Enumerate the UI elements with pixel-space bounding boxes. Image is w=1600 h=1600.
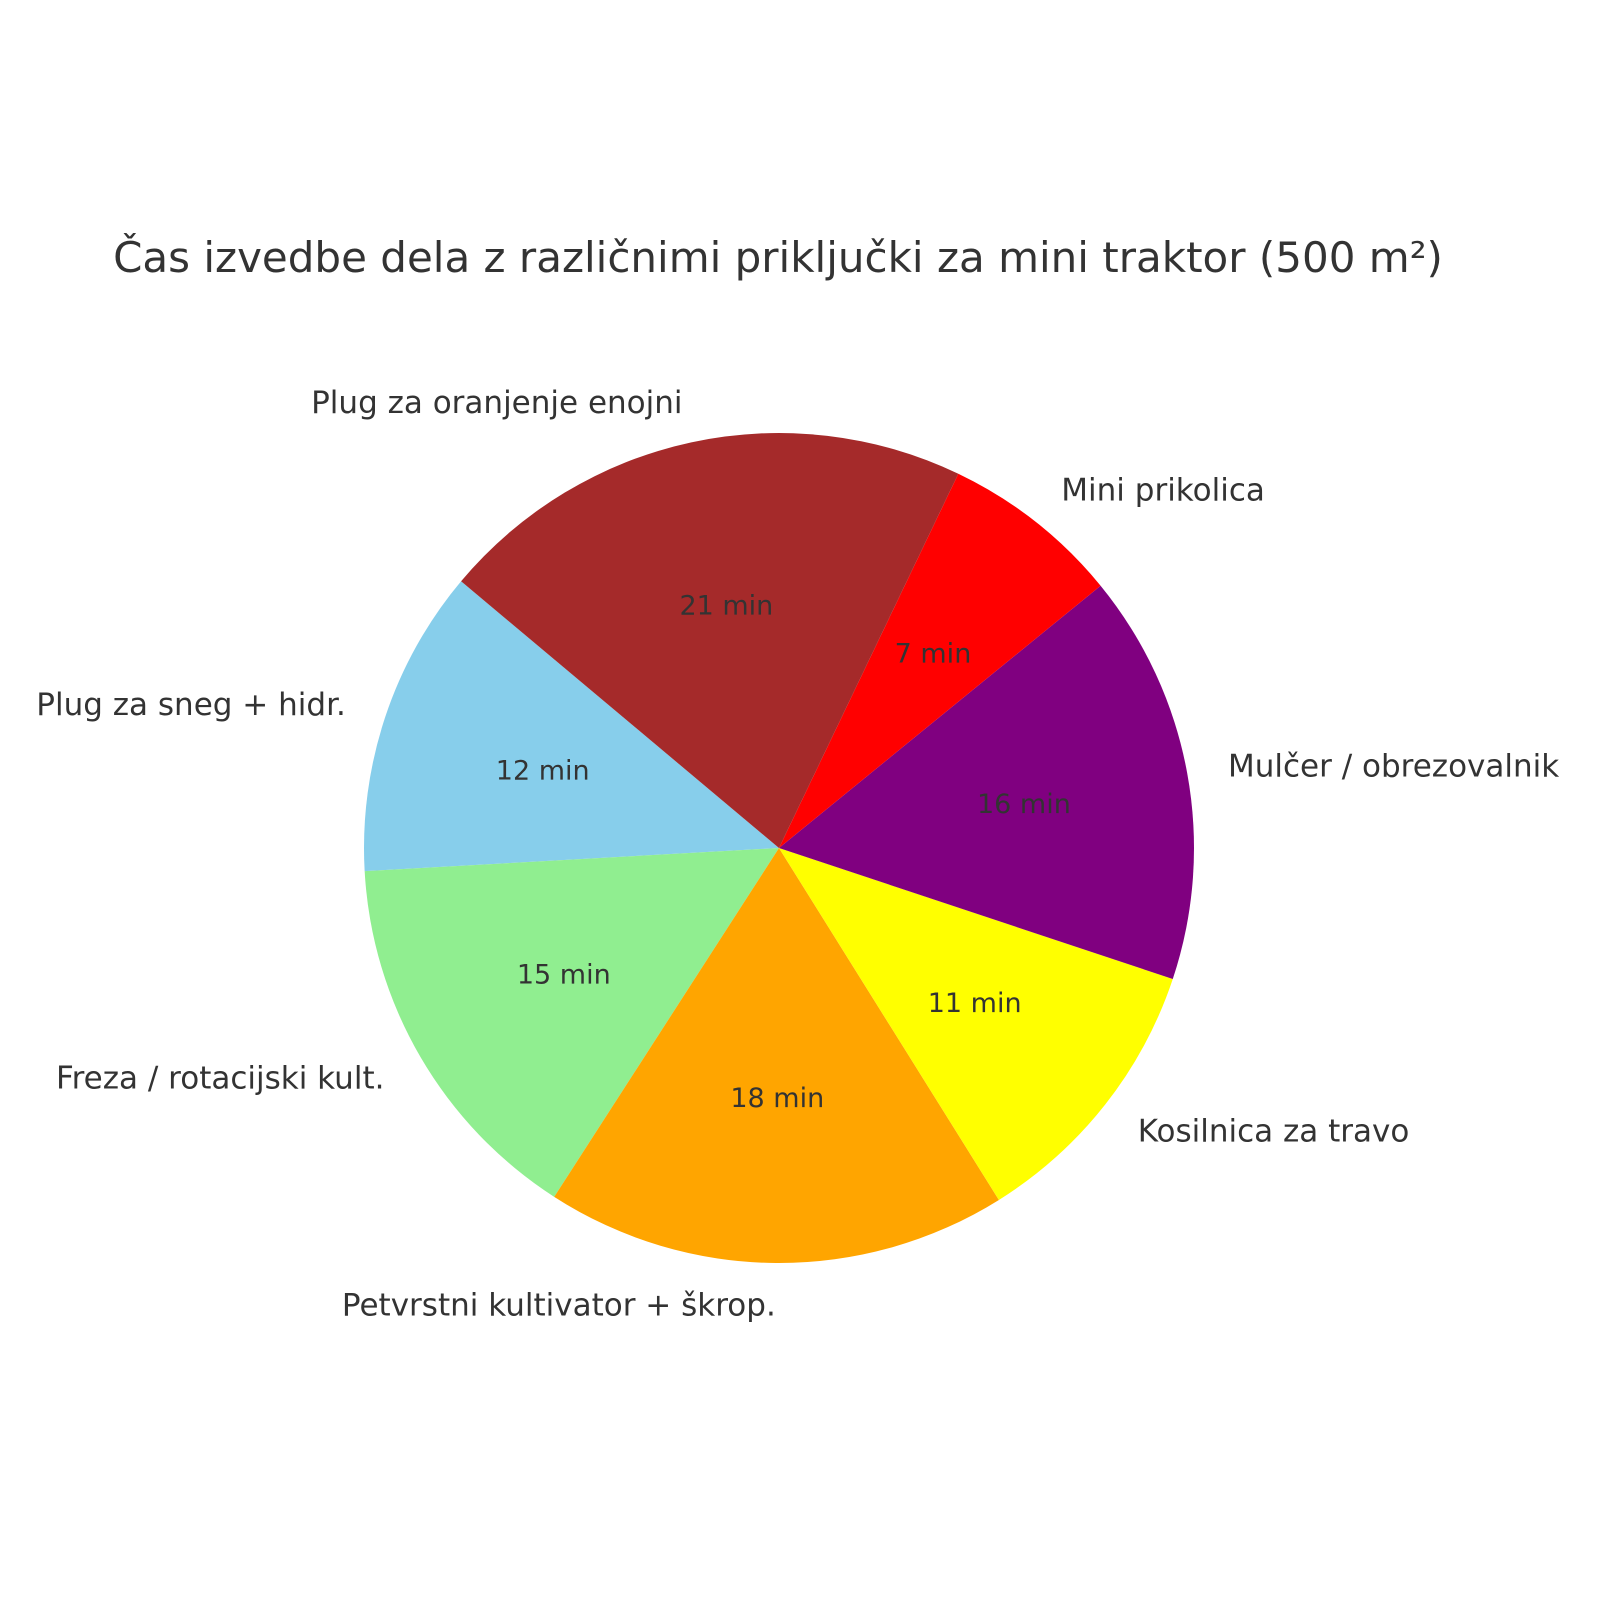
pie-slice	[364, 848, 779, 1197]
slice-label: Plug za oranjenje enojni	[311, 385, 682, 421]
pie-slice	[461, 433, 959, 848]
pie-slice	[364, 581, 779, 872]
slice-label: Petvrstni kultivator + škrop.	[342, 1287, 776, 1323]
slice-value-label: 15 min	[517, 959, 611, 990]
slice-value-label: 21 min	[679, 591, 773, 622]
chart-title: Čas izvedbe dela z različnimi priključki…	[113, 232, 1443, 282]
pie-slice	[779, 473, 1101, 848]
slice-label: Plug za sneg + hidr.	[36, 687, 346, 723]
slice-value-label: 18 min	[730, 1083, 824, 1114]
slice-label: Freza / rotacijski kult.	[56, 1061, 384, 1097]
slice-value-label: 16 min	[977, 789, 1071, 820]
pie-slice	[779, 585, 1195, 979]
slice-value-label: 12 min	[496, 755, 590, 786]
pie-slice	[779, 848, 1173, 1200]
slice-label: Mini prikolica	[1061, 472, 1265, 508]
slice-label: Kosilnica za travo	[1138, 1113, 1410, 1149]
slice-label: Mulčer / obrezovalnik	[1228, 749, 1559, 785]
pie-slice	[554, 848, 999, 1263]
slice-value-label: 11 min	[928, 988, 1022, 1019]
slice-value-label: 7 min	[895, 638, 972, 669]
